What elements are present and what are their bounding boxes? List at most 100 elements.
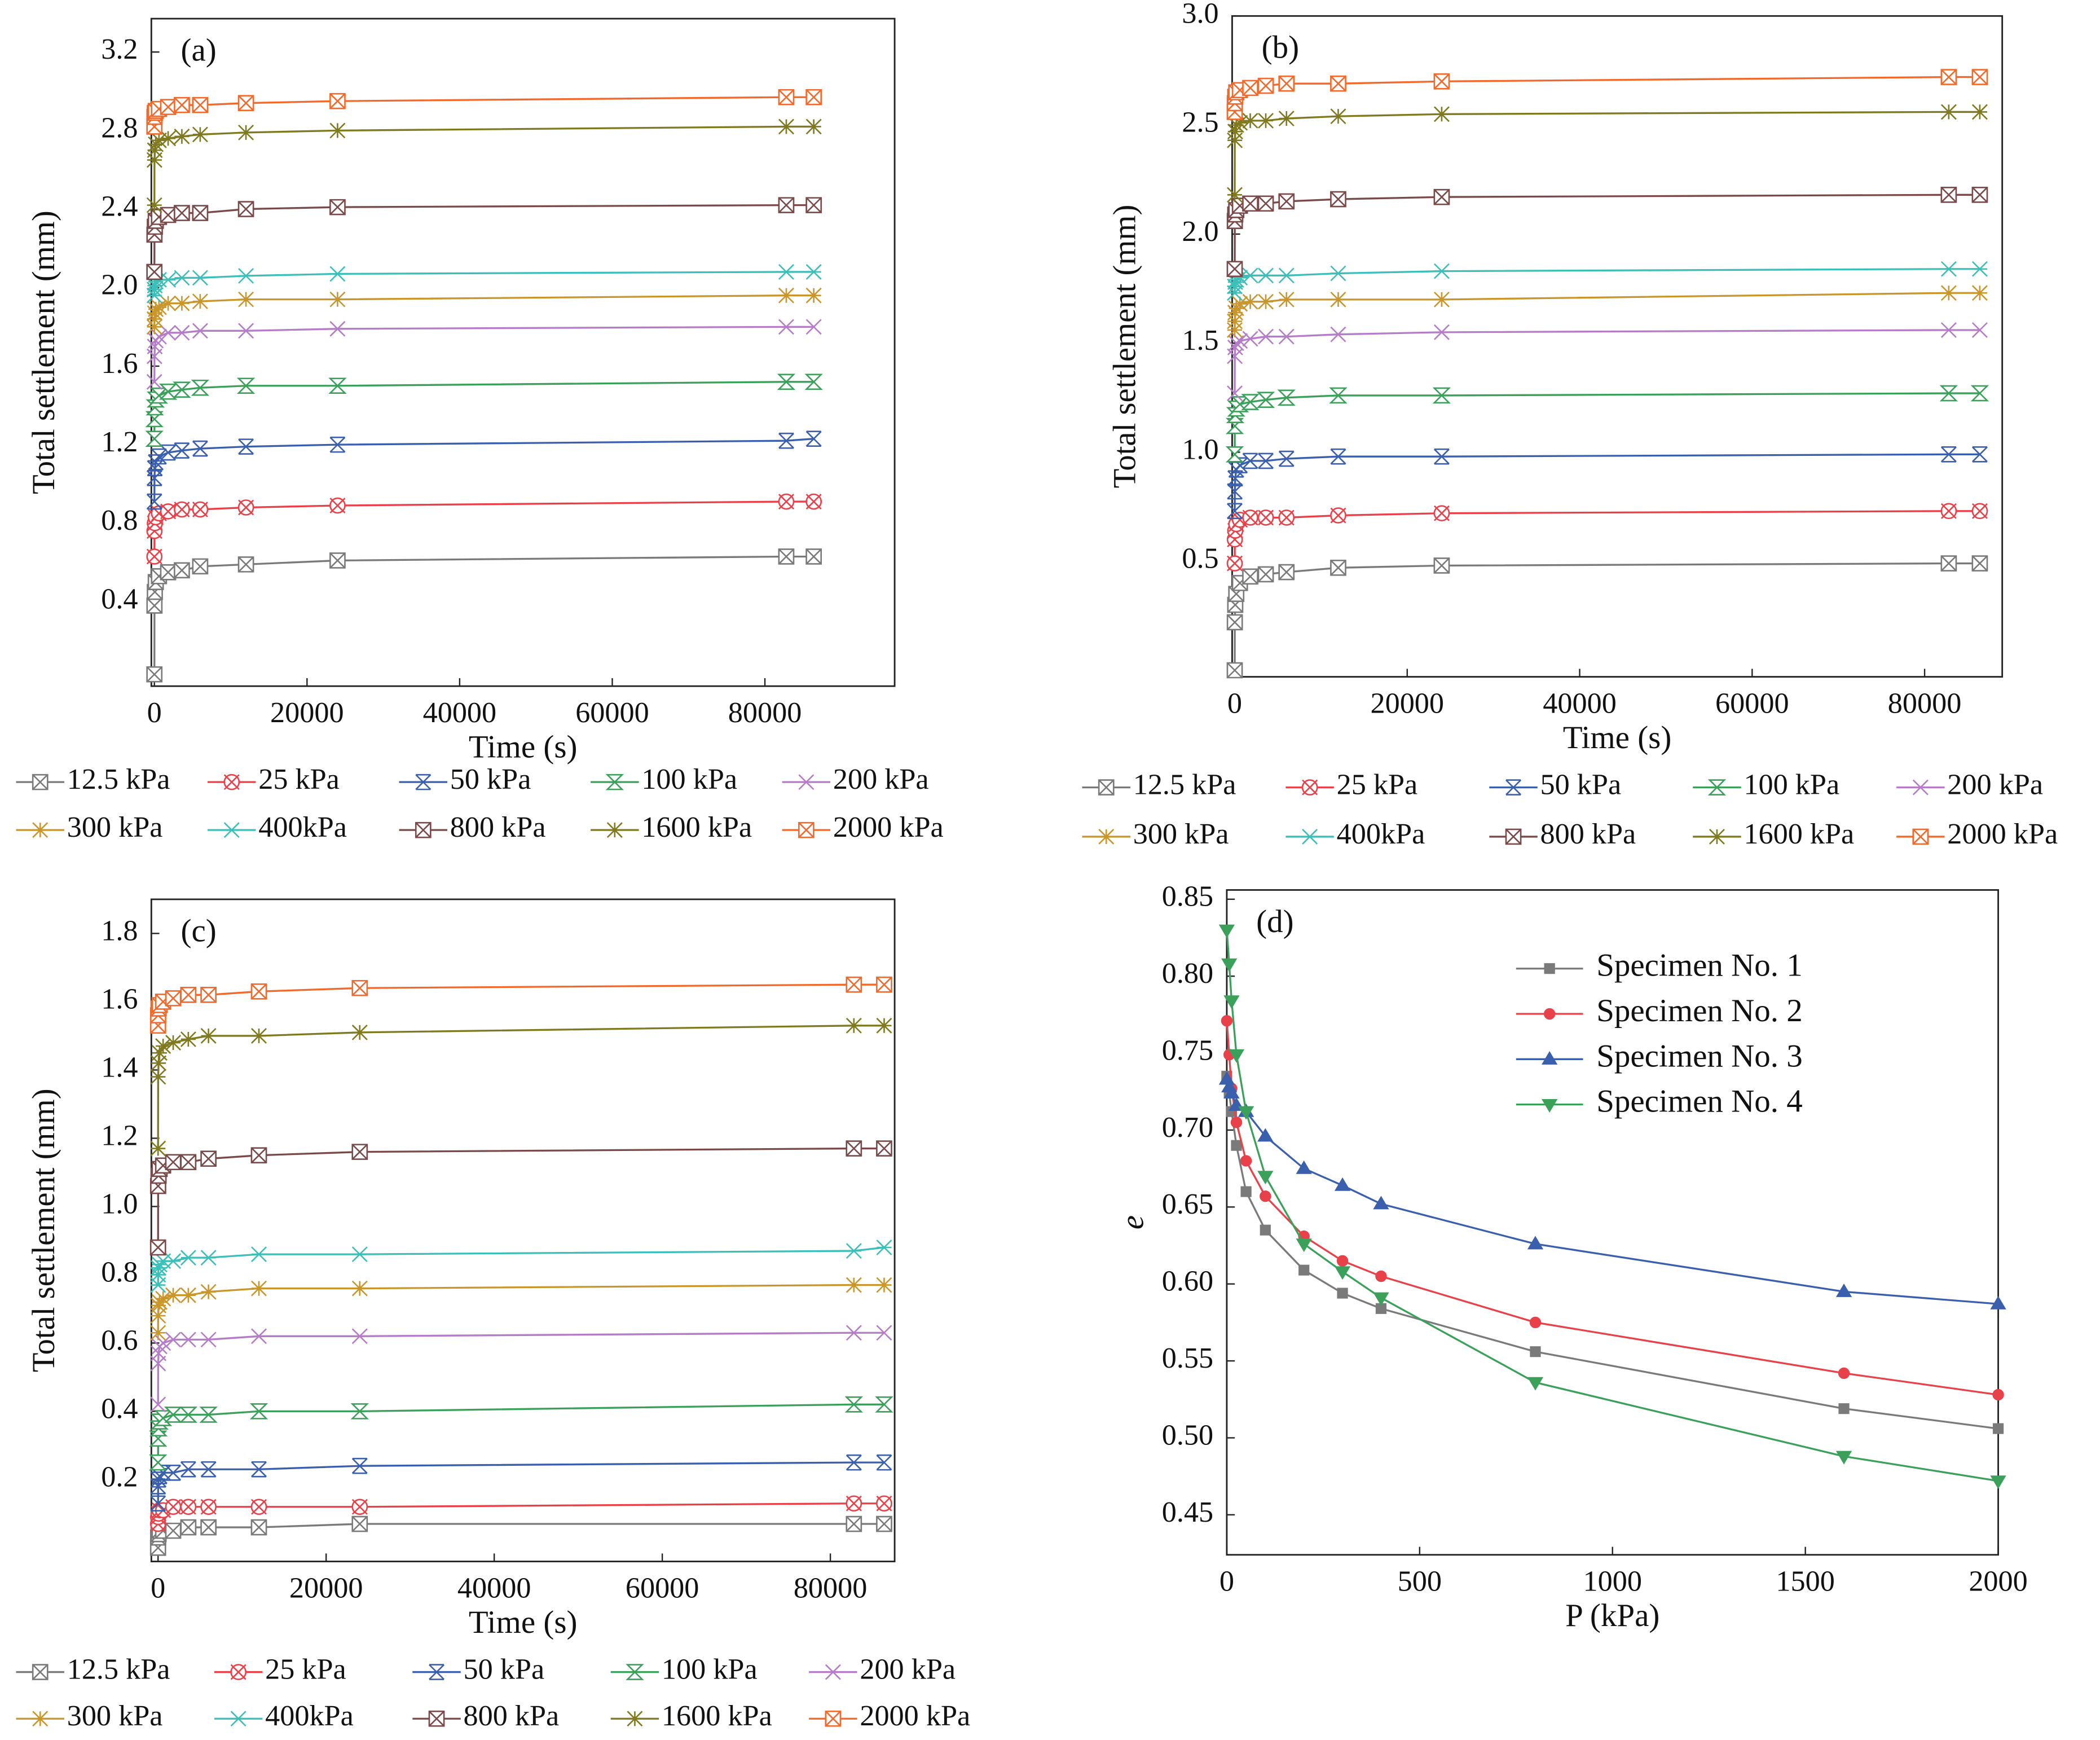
marker xyxy=(804,374,823,390)
marker xyxy=(192,440,208,457)
legend-marker xyxy=(1302,829,1318,845)
marker xyxy=(236,377,256,394)
legend-label: 25 kPa xyxy=(265,1654,346,1686)
marker xyxy=(805,264,822,280)
series-line xyxy=(1234,76,1980,112)
marker xyxy=(777,374,796,390)
legend-label: 300 kPa xyxy=(67,1700,163,1732)
marker xyxy=(155,1464,171,1481)
marker xyxy=(146,548,163,565)
x-tick-label: 0 xyxy=(147,697,162,729)
legend-label: 2000 kPa xyxy=(833,811,944,843)
y-tick-label: 0.4 xyxy=(101,1392,138,1425)
marker xyxy=(151,448,167,465)
marker xyxy=(805,287,822,304)
marker xyxy=(180,1287,196,1303)
marker xyxy=(174,501,190,518)
marker xyxy=(237,201,254,217)
legend-marker xyxy=(32,822,49,838)
marker xyxy=(329,497,346,514)
marker xyxy=(1221,1015,1233,1027)
series-line xyxy=(1234,268,1980,293)
legend-marker xyxy=(627,1711,643,1727)
series-line xyxy=(153,381,814,439)
marker xyxy=(876,1277,892,1293)
marker xyxy=(1330,265,1346,282)
marker xyxy=(876,1515,892,1532)
legend-marker xyxy=(1098,779,1115,796)
marker xyxy=(200,1519,217,1536)
marker xyxy=(199,1407,218,1423)
marker xyxy=(1971,322,1988,338)
marker xyxy=(1940,446,1957,463)
marker xyxy=(1260,1224,1271,1236)
marker xyxy=(1223,995,1240,1009)
marker xyxy=(1226,662,1243,679)
marker xyxy=(174,128,190,144)
marker xyxy=(174,562,190,579)
y-tick-label: 3.0 xyxy=(1182,0,1218,29)
marker xyxy=(1433,557,1450,574)
marker xyxy=(165,1253,182,1269)
marker xyxy=(160,295,177,311)
marker xyxy=(1278,193,1295,210)
marker xyxy=(1278,509,1295,526)
marker xyxy=(173,381,191,398)
marker xyxy=(150,1396,166,1413)
marker xyxy=(1258,328,1274,345)
legend-marker xyxy=(1098,829,1115,845)
marker xyxy=(1227,305,1243,320)
y-tick-label: 1.5 xyxy=(1182,324,1218,357)
marker xyxy=(329,93,346,109)
x-tick-label: 0 xyxy=(1220,1566,1234,1598)
x-tick-label: 80000 xyxy=(728,697,802,729)
marker xyxy=(1940,261,1957,277)
legend-label: Specimen No. 3 xyxy=(1596,1038,1802,1074)
marker xyxy=(1330,108,1346,125)
marker xyxy=(351,1246,368,1263)
legend-marker xyxy=(32,1711,49,1727)
marker xyxy=(149,1454,168,1471)
series-line xyxy=(1226,930,1998,1482)
marker xyxy=(1433,291,1450,307)
marker xyxy=(846,1140,862,1157)
marker xyxy=(165,1154,182,1171)
legend-marker xyxy=(1543,1008,1556,1020)
marker xyxy=(146,597,163,614)
marker xyxy=(179,1407,198,1423)
legend-marker xyxy=(626,1664,644,1680)
marker xyxy=(1258,452,1274,469)
marker xyxy=(151,1045,168,1061)
x-tick-label: 20000 xyxy=(289,1572,363,1605)
plot-frame xyxy=(150,17,896,687)
marker xyxy=(160,564,177,581)
marker xyxy=(351,1457,368,1474)
marker xyxy=(250,1499,267,1515)
marker xyxy=(1971,69,1988,85)
x-axis-label: Time (s) xyxy=(469,1605,578,1640)
marker xyxy=(876,976,892,993)
marker xyxy=(1940,555,1957,572)
marker xyxy=(250,1519,267,1536)
marker xyxy=(238,291,254,307)
series-line xyxy=(1234,329,1980,394)
marker xyxy=(146,470,162,486)
marker xyxy=(351,1280,368,1297)
legend-marker xyxy=(1912,828,1929,845)
legend-marker xyxy=(605,774,624,790)
x-tick-label: 60000 xyxy=(575,697,649,729)
marker xyxy=(805,548,822,565)
x-tick-label: 40000 xyxy=(457,1572,531,1605)
y-tick-label: 0.8 xyxy=(101,1256,138,1288)
series-line xyxy=(1234,453,1980,511)
marker xyxy=(1242,293,1258,310)
marker xyxy=(146,263,163,280)
marker xyxy=(238,323,254,339)
marker xyxy=(146,152,162,168)
legend-label: 200 kPa xyxy=(1947,769,2043,801)
x-tick-label: 20000 xyxy=(270,697,344,729)
marker xyxy=(1232,115,1248,131)
marker xyxy=(146,374,162,390)
y-tick-label: 1.2 xyxy=(101,1119,138,1152)
marker xyxy=(200,1250,217,1266)
